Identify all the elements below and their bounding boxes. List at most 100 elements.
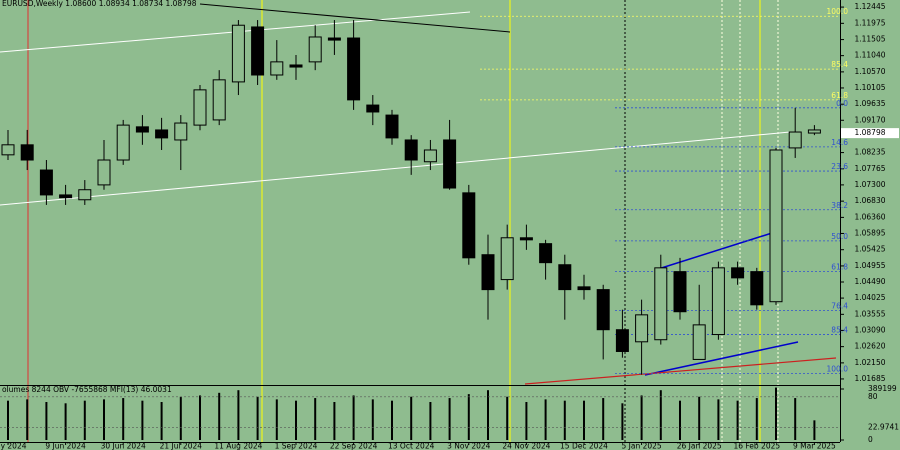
candle-body <box>711 267 725 336</box>
candle-body <box>731 267 745 279</box>
y-tick-label: 1.04025 <box>854 293 885 302</box>
candle-body <box>116 124 130 161</box>
x-tick-label: 22 Sep 2024 <box>330 442 378 450</box>
candle-body <box>366 104 380 113</box>
candle-body <box>577 286 591 291</box>
candle-body <box>404 139 418 161</box>
candle-body <box>635 314 649 343</box>
y-tick-label: 1.03090 <box>854 325 885 334</box>
candle-body <box>443 139 457 189</box>
trendline <box>644 341 799 376</box>
panel-title: olumes 8244 OBV -7655868 MFI(13) 46.0031 <box>2 385 172 394</box>
trendline <box>0 131 791 206</box>
x-tick-label: 15 Dec 2024 <box>560 442 608 450</box>
y-tick-label: 1.10570 <box>854 67 885 76</box>
y-tick-label: 1.11975 <box>854 18 885 27</box>
candle-body <box>1 144 15 156</box>
fib-label: 50.0 <box>831 232 848 241</box>
y-tick-label: 1.03555 <box>854 309 885 318</box>
trendline <box>199 3 511 33</box>
y-tick-label: 1.02620 <box>854 342 885 351</box>
x-tick-label: 9 Mar 2025 <box>793 442 836 450</box>
x-tick-label: 3 Nov 2024 <box>447 442 490 450</box>
fib-label: 23.6 <box>831 162 848 171</box>
x-tick-label: 1 Sep 2024 <box>275 442 318 450</box>
candle-body <box>347 37 361 101</box>
candle-body <box>673 271 687 313</box>
candle-body <box>385 114 399 139</box>
x-tick-label: 26 Jan 2025 <box>677 442 722 450</box>
x-tick-label: 11 Aug 2024 <box>214 442 262 450</box>
candle-body <box>20 144 34 161</box>
y-tick-label: 1.01685 <box>854 374 885 383</box>
y-tick-label: 1.12445 <box>854 2 885 11</box>
y-tick-label: 1.06830 <box>854 196 885 205</box>
candle-body <box>750 271 764 306</box>
mfi-tick-label: 22.9741 <box>868 423 899 432</box>
trendline <box>524 357 837 385</box>
candle-body <box>289 64 303 68</box>
fib-label: 100.0 <box>827 7 849 16</box>
candle-body <box>481 254 495 291</box>
y-tick-label: 1.06360 <box>854 212 885 221</box>
candle-body <box>788 131 802 149</box>
x-tick-label: 16 Feb 2025 <box>733 442 780 450</box>
fib-label: 0.0 <box>836 99 848 108</box>
candle-body <box>135 126 149 133</box>
fib-label: 85.4 <box>831 60 848 69</box>
y-tick-label: 1.04490 <box>854 277 885 286</box>
x-tick-label: 30 Jun 2024 <box>101 442 146 450</box>
candle-body <box>59 194 73 199</box>
fib-label: 14.6 <box>831 138 848 147</box>
fib-label: 61.8 <box>831 91 848 100</box>
candle-body <box>692 324 706 360</box>
candle-body <box>539 243 553 264</box>
trendline <box>654 232 773 271</box>
mfi-tick-label: 80 <box>868 392 878 401</box>
y-tick-label: 1.05895 <box>854 228 885 237</box>
y-tick-label: 1.11040 <box>854 51 885 60</box>
fib-label: 85.4 <box>831 326 848 335</box>
candle-body <box>270 61 284 76</box>
chart-title: EURUSD,Weekly 1.08600 1.08934 1.08734 1.… <box>2 0 197 8</box>
volume-tick-label: 0 <box>868 435 873 444</box>
x-tick-label: 5 Jan 2025 <box>621 442 661 450</box>
candle-body <box>558 264 572 291</box>
candle-body <box>327 37 341 41</box>
candle-body <box>174 122 188 141</box>
candle-body <box>251 26 265 76</box>
candle-body <box>212 79 226 121</box>
candle-body <box>596 289 610 331</box>
y-tick-label: 1.07765 <box>854 164 885 173</box>
candle-body <box>519 237 533 241</box>
y-tick-label: 1.04955 <box>854 261 885 270</box>
x-tick-label: May 2024 <box>0 442 27 450</box>
y-tick-label: 1.05425 <box>854 245 885 254</box>
fib-label: 38.2 <box>831 201 848 210</box>
volume-tick-label: 389199 <box>868 384 897 393</box>
candle-body <box>308 36 322 63</box>
candle-body <box>155 129 169 139</box>
price-box <box>841 128 899 139</box>
fib-label: 76.4 <box>831 301 848 310</box>
candle-body <box>462 192 476 259</box>
candle-body <box>769 149 783 303</box>
y-tick-label: 1.02150 <box>854 358 885 367</box>
y-tick-label: 1.08235 <box>854 148 885 157</box>
candle-body <box>423 149 437 163</box>
y-tick-label: 1.07300 <box>854 180 885 189</box>
x-tick-label: 24 Nov 2024 <box>502 442 550 450</box>
candle-body <box>500 237 514 281</box>
y-tick-label: 1.10105 <box>854 83 885 92</box>
candle-body <box>97 159 111 186</box>
y-tick-label: 1.09635 <box>854 99 885 108</box>
x-tick-label: 13 Oct 2024 <box>388 442 435 450</box>
candle-body <box>231 24 245 83</box>
candle-body <box>78 189 92 201</box>
y-tick-label: 1.09170 <box>854 115 885 124</box>
candle-body <box>39 169 53 196</box>
x-tick-label: 21 Jul 2024 <box>160 442 203 450</box>
